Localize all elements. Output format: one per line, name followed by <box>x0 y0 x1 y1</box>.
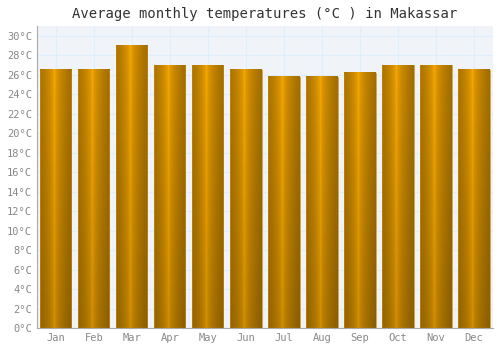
Title: Average monthly temperatures (°C ) in Makassar: Average monthly temperatures (°C ) in Ma… <box>72 7 458 21</box>
